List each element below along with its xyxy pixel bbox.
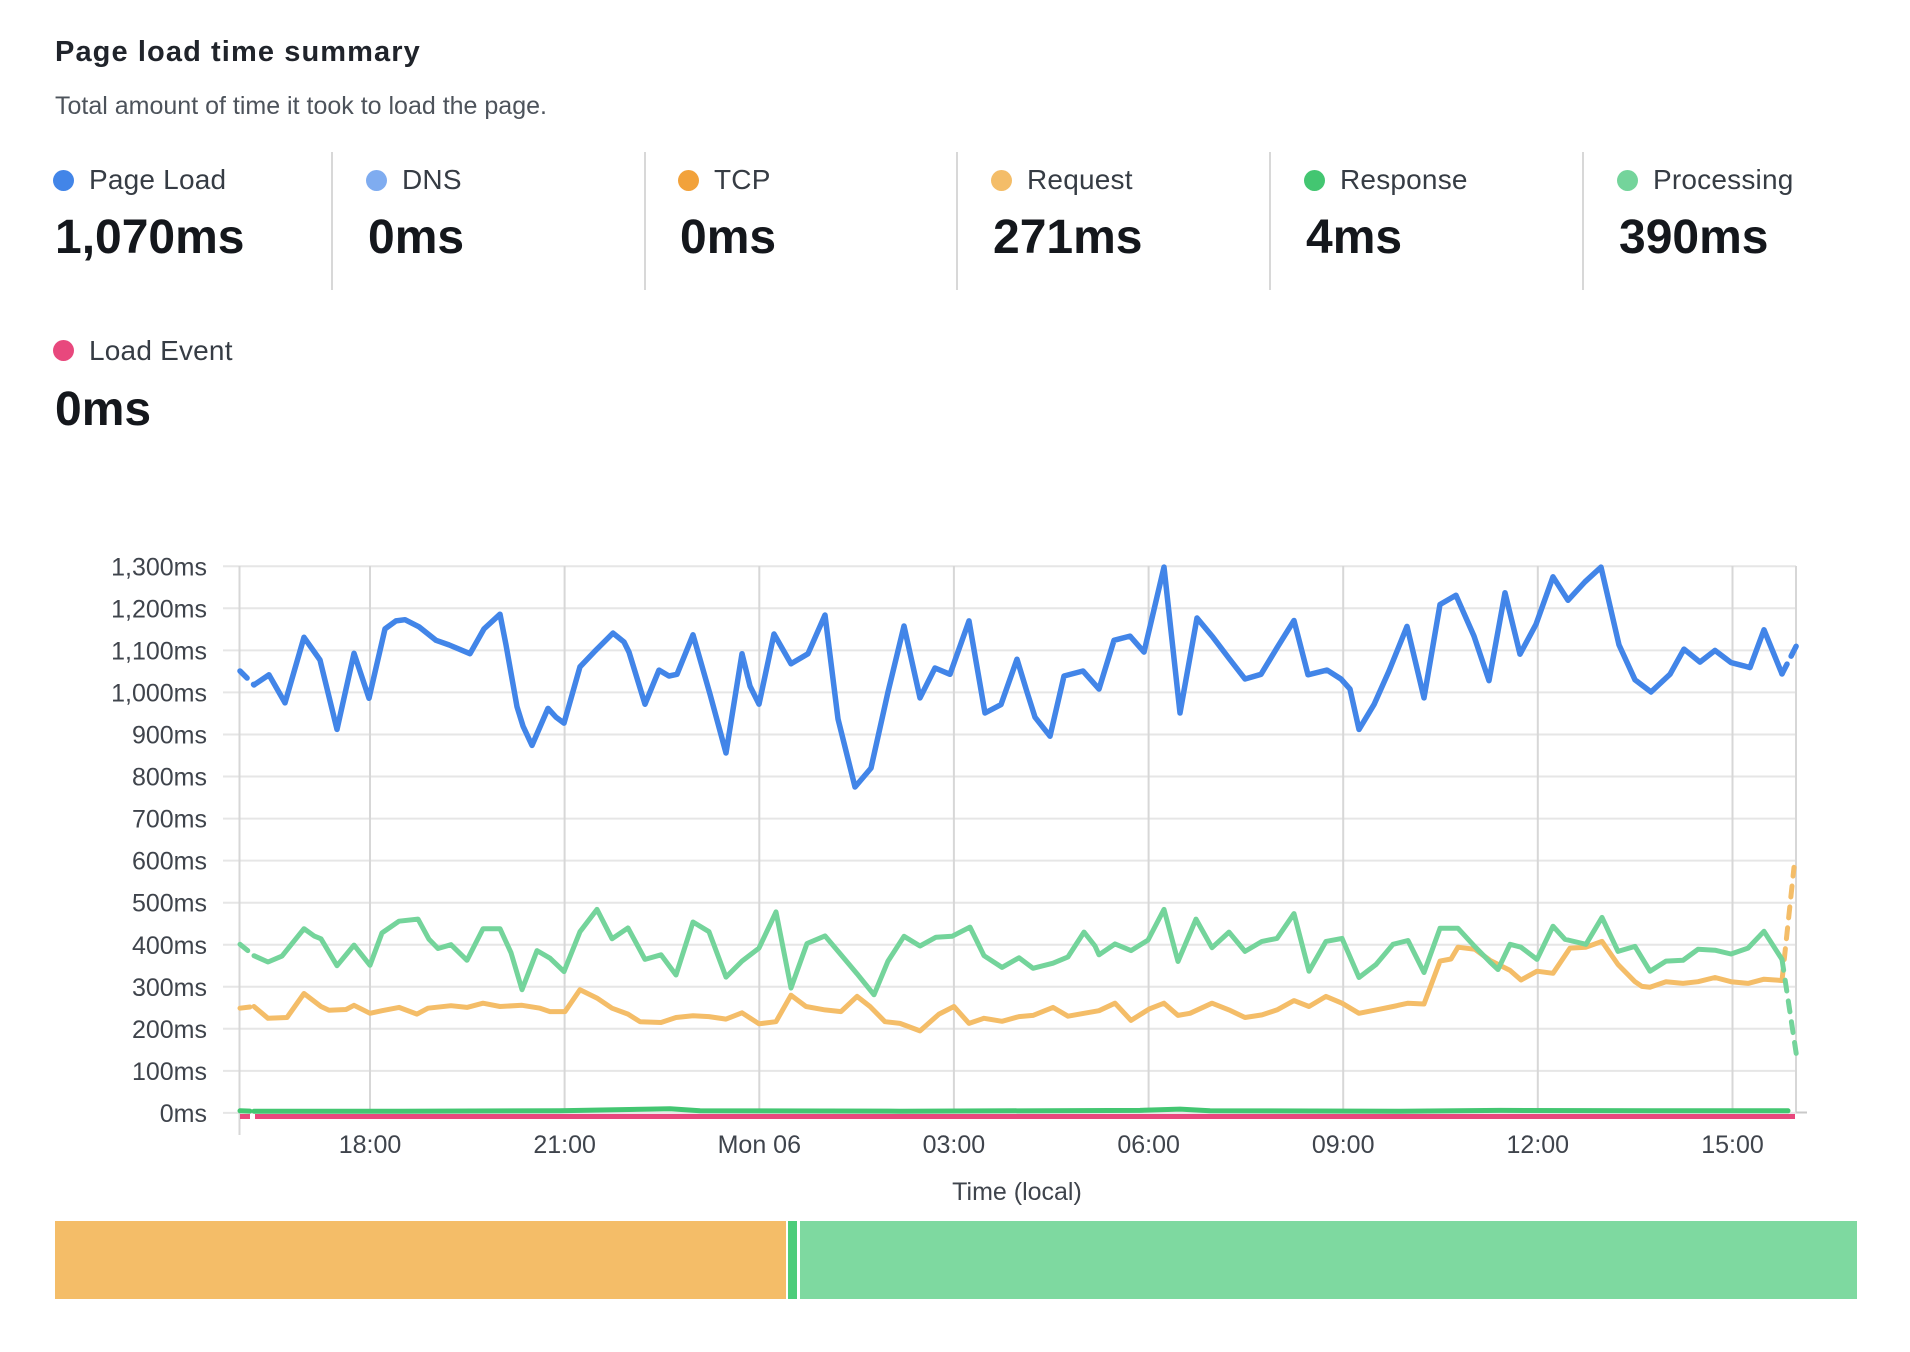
svg-text:800ms: 800ms [132,764,207,792]
svg-text:21:00: 21:00 [533,1131,596,1159]
svg-text:300ms: 300ms [132,974,207,1002]
svg-text:1,100ms: 1,100ms [111,637,207,665]
svg-text:06:00: 06:00 [1117,1131,1180,1159]
svg-text:12:00: 12:00 [1507,1131,1570,1159]
svg-text:15:00: 15:00 [1701,1131,1764,1159]
svg-text:03:00: 03:00 [923,1131,986,1159]
svg-text:600ms: 600ms [132,848,207,876]
svg-text:0ms: 0ms [160,1100,207,1128]
svg-text:1,200ms: 1,200ms [111,595,207,623]
svg-text:Mon 06: Mon 06 [718,1131,801,1159]
svg-text:1,000ms: 1,000ms [111,679,207,707]
svg-text:500ms: 500ms [132,890,207,918]
svg-text:1,300ms: 1,300ms [111,553,207,581]
svg-text:400ms: 400ms [132,932,207,960]
svg-text:900ms: 900ms [132,722,207,750]
svg-text:100ms: 100ms [132,1058,207,1086]
svg-text:700ms: 700ms [132,806,207,834]
svg-text:Time (local): Time (local) [952,1178,1082,1206]
svg-text:200ms: 200ms [132,1016,207,1044]
svg-text:09:00: 09:00 [1312,1131,1375,1159]
svg-text:18:00: 18:00 [339,1131,402,1159]
